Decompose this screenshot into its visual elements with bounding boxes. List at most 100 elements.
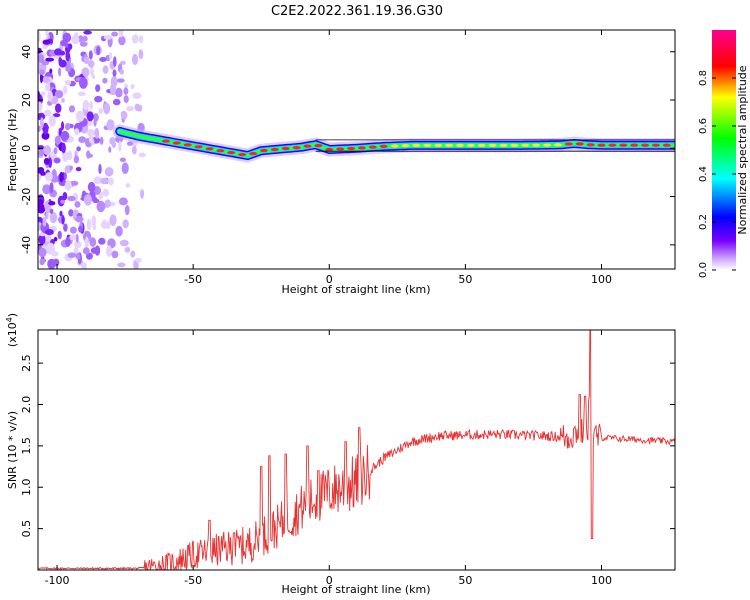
heatmap-cell bbox=[102, 188, 110, 197]
heatmap-cell bbox=[94, 127, 100, 139]
heatmap-cell bbox=[42, 122, 49, 135]
heatmap-cell bbox=[47, 90, 53, 102]
heatmap-cell bbox=[38, 167, 45, 174]
x-tick-label: 0 bbox=[326, 574, 333, 587]
heatmap-cell bbox=[52, 258, 60, 267]
heatmap-cell bbox=[40, 91, 46, 96]
heatmap-cell bbox=[38, 125, 41, 132]
heatmap-cell bbox=[45, 172, 53, 182]
ridge-peak bbox=[532, 143, 541, 147]
heatmap-cell bbox=[59, 210, 63, 217]
ridge-peak bbox=[477, 143, 486, 147]
heatmap-cell bbox=[138, 49, 144, 60]
heatmap-cell bbox=[93, 113, 99, 122]
heatmap-cell bbox=[83, 30, 92, 35]
heatmap-cell bbox=[78, 35, 84, 43]
heatmap-cell bbox=[89, 101, 93, 110]
heatmap-cell bbox=[60, 199, 66, 204]
heatmap-cell bbox=[112, 98, 121, 106]
heatmap-cell bbox=[43, 109, 52, 117]
ridge-peak bbox=[412, 143, 421, 147]
heatmap-cell bbox=[140, 189, 145, 199]
heatmap-cell bbox=[38, 112, 46, 121]
heatmap-cell bbox=[96, 45, 101, 56]
ridge-peak bbox=[543, 143, 552, 147]
heatmap-cell bbox=[83, 194, 92, 206]
heatmap-cell bbox=[68, 209, 74, 217]
heatmap-cell bbox=[54, 135, 61, 145]
heatmap-cell bbox=[98, 237, 106, 245]
heatmap-cell bbox=[38, 30, 41, 42]
ridge-peak bbox=[564, 142, 573, 146]
heatmap-cell bbox=[82, 99, 90, 111]
ridge-peak bbox=[368, 145, 377, 149]
heatmap-cell bbox=[53, 236, 58, 242]
heatmap-cell bbox=[69, 234, 77, 241]
heatmap-y-label: Frequency (Hz) bbox=[6, 109, 19, 192]
heatmap-cell bbox=[54, 90, 64, 99]
snr-x-label: Height of straight line (km) bbox=[281, 583, 430, 596]
x-tick-label: -100 bbox=[45, 273, 70, 286]
heatmap-cell bbox=[130, 83, 135, 90]
ridge-peak bbox=[357, 146, 366, 150]
heatmap-cell bbox=[111, 250, 119, 259]
heatmap-cell bbox=[40, 117, 44, 129]
y-tick-label: 2.5 bbox=[20, 354, 33, 372]
colorbar-tick-label: 0.6 bbox=[698, 118, 709, 134]
heatmap-cell bbox=[108, 146, 112, 153]
heatmap-cell bbox=[118, 35, 126, 46]
heatmap-cell bbox=[94, 95, 103, 103]
ridge-peak bbox=[586, 143, 595, 147]
heatmap-cell bbox=[79, 77, 88, 89]
heatmap-cell bbox=[89, 237, 97, 247]
heatmap-cell bbox=[64, 122, 71, 131]
heatmap-cell bbox=[38, 247, 47, 258]
heatmap-cell bbox=[75, 110, 85, 122]
heatmap-cell bbox=[45, 57, 55, 62]
heatmap-cell bbox=[126, 106, 135, 112]
bottom-axis-ticks: -100 -50 0 50 100 0.5 1.0 1.5 2.0 2.5 bbox=[20, 330, 675, 587]
ridge-peak bbox=[499, 143, 508, 147]
heatmap-cell bbox=[65, 63, 72, 73]
ridge-peak bbox=[259, 148, 268, 153]
heatmap-noise-cells bbox=[38, 30, 146, 269]
heatmap-cell bbox=[78, 136, 87, 144]
heatmap-cell bbox=[48, 201, 56, 206]
ridge-peak bbox=[347, 146, 356, 151]
heatmap-cell bbox=[82, 190, 86, 196]
snr-series-line bbox=[38, 330, 675, 570]
y-tick-label: -40 bbox=[20, 236, 33, 254]
heatmap-cell bbox=[62, 32, 72, 43]
heatmap-cell bbox=[90, 66, 94, 77]
heatmap-cell bbox=[119, 239, 129, 247]
heatmap-cell bbox=[125, 183, 131, 188]
x-tick-label: 50 bbox=[458, 574, 472, 587]
heatmap-cell bbox=[122, 219, 129, 229]
heatmap-cell bbox=[38, 199, 44, 205]
heatmap-cell bbox=[123, 87, 129, 95]
heatmap-cell bbox=[119, 69, 125, 75]
heatmap-cell bbox=[124, 83, 129, 89]
ridge-peak bbox=[466, 143, 475, 147]
snr-y-scale-note: (x104) bbox=[5, 313, 19, 347]
heatmap-cell bbox=[41, 132, 50, 140]
heatmap-cell bbox=[42, 76, 50, 84]
heatmap-cell bbox=[43, 145, 52, 156]
ridge-peak bbox=[455, 143, 464, 147]
heatmap-cell bbox=[91, 138, 95, 146]
heatmap-cell bbox=[45, 30, 49, 38]
heatmap-cell bbox=[38, 221, 41, 232]
heatmap-cell bbox=[109, 83, 117, 95]
heatmap-cell bbox=[86, 111, 94, 122]
heatmap-cell bbox=[63, 172, 67, 181]
heatmap-cell bbox=[46, 242, 55, 255]
heatmap-cell bbox=[38, 233, 46, 246]
heatmap-cell bbox=[49, 68, 53, 74]
heatmap-cell bbox=[76, 146, 81, 152]
heatmap-cell bbox=[60, 121, 65, 131]
heatmap-cell bbox=[94, 245, 101, 256]
x-tick-label: -50 bbox=[184, 273, 202, 286]
x-tick-label: 0 bbox=[326, 273, 333, 286]
ridge-peak bbox=[423, 143, 432, 147]
